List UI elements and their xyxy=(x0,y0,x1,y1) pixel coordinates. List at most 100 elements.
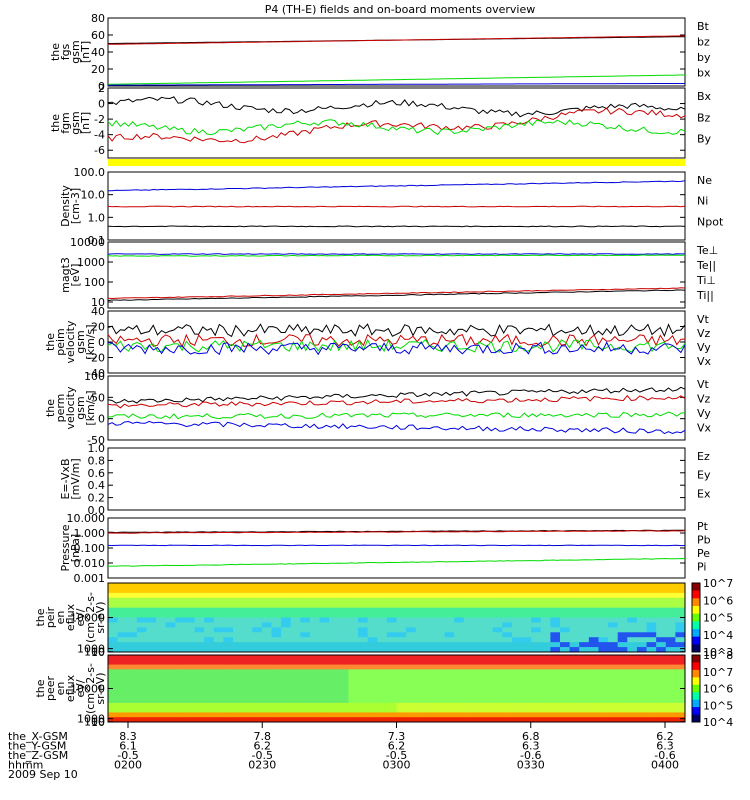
colorbar-label: 10^4 xyxy=(703,716,733,729)
heatmap-cell xyxy=(175,659,186,666)
heatmap-cell xyxy=(204,664,215,670)
heatmap-cell xyxy=(108,632,119,638)
heatmap-cell xyxy=(559,583,571,589)
heatmap-cell xyxy=(588,597,599,604)
heatmap-cell xyxy=(646,664,657,670)
heatmap-cell xyxy=(146,583,157,589)
heatmap-cell xyxy=(377,707,388,713)
heatmap-cell xyxy=(175,712,186,718)
y-tick-label: -2 xyxy=(94,113,105,126)
heatmap-cell xyxy=(127,688,138,694)
heatmap-cell xyxy=(415,647,426,653)
heatmap-cell xyxy=(511,712,523,718)
heatmap-cell xyxy=(454,674,465,680)
heatmap-cell xyxy=(156,683,167,689)
heatmap-cell xyxy=(588,583,599,589)
heatmap-cell xyxy=(136,669,147,675)
heatmap-cell xyxy=(406,659,417,666)
heatmap-cell xyxy=(598,707,609,713)
heatmap-cell xyxy=(348,659,359,666)
heatmap-cell xyxy=(550,632,561,638)
heatmap-cell xyxy=(675,669,686,675)
heatmap-cell xyxy=(454,702,465,709)
heatmap-cell xyxy=(242,669,253,675)
heatmap-cell xyxy=(415,669,426,675)
heatmap-cell xyxy=(675,617,686,623)
heatmap-cell xyxy=(636,622,648,628)
heatmap-cell xyxy=(175,707,186,713)
y-tick-label: 1.0 xyxy=(88,211,106,224)
heatmap-cell xyxy=(290,587,301,594)
heatmap-cell xyxy=(617,655,628,661)
heatmap-cell xyxy=(636,717,648,723)
heatmap-cell xyxy=(531,583,542,589)
heatmap-cell xyxy=(213,602,224,609)
heatmap-cell xyxy=(665,612,676,618)
heatmap-cell xyxy=(521,707,532,713)
heatmap-cell xyxy=(136,664,147,670)
heatmap-cell xyxy=(569,659,580,666)
heatmap-cell xyxy=(108,592,119,599)
heatmap-cell xyxy=(473,655,484,661)
colorbar-frame xyxy=(691,654,701,723)
heatmap-cell xyxy=(483,693,494,699)
heatmap-cell xyxy=(492,674,503,680)
heatmap-cell xyxy=(194,592,205,599)
heatmap-cell xyxy=(415,688,426,694)
y-axis-label: sr-eV) xyxy=(94,672,107,704)
heatmap-cell xyxy=(406,592,417,599)
y-tick-label: 0.6 xyxy=(88,467,106,480)
heatmap-cell xyxy=(444,674,455,680)
heatmap-cell xyxy=(213,688,224,694)
heatmap-cell xyxy=(463,627,474,633)
heatmap-cell xyxy=(261,597,272,604)
series-Vz xyxy=(107,333,686,348)
colorbar-segment xyxy=(692,662,700,671)
heatmap-cell xyxy=(636,597,648,604)
heatmap-cell xyxy=(454,688,465,694)
heatmap-cell xyxy=(367,664,378,670)
heatmap-cell xyxy=(358,678,369,685)
heatmap-cell xyxy=(444,712,455,718)
heatmap-cell xyxy=(425,602,436,609)
heatmap-cell xyxy=(261,632,272,638)
heatmap-cell xyxy=(338,627,349,633)
heatmap-cell xyxy=(358,612,369,618)
footer-value: 6.2 xyxy=(254,740,272,753)
heatmap-cell xyxy=(271,597,282,604)
heatmap-cell xyxy=(281,642,292,648)
heatmap-cell xyxy=(386,617,397,623)
colorbar-segment xyxy=(692,669,700,678)
heatmap-cell xyxy=(252,698,263,704)
heatmap-cell xyxy=(473,622,484,628)
heatmap-cell xyxy=(550,597,561,604)
heatmap-cell xyxy=(367,669,378,675)
heatmap-cell xyxy=(309,587,321,594)
heatmap-cell xyxy=(184,632,196,638)
heatmap-cell xyxy=(358,642,369,648)
heatmap-cell xyxy=(608,688,619,694)
y-axis-label: Pressure xyxy=(59,524,72,571)
heatmap-cell xyxy=(463,707,474,713)
heatmap-cell xyxy=(127,674,138,680)
heatmap-cell xyxy=(646,642,657,648)
heatmap-cell xyxy=(502,674,513,680)
heatmap-cell xyxy=(117,655,128,661)
heatmap-cell xyxy=(521,617,532,623)
heatmap-cell xyxy=(338,655,349,661)
heatmap-cell xyxy=(281,607,292,614)
heatmap-cell xyxy=(531,627,542,633)
heatmap-cell xyxy=(646,655,657,661)
heatmap-cell xyxy=(213,664,224,670)
heatmap-cell xyxy=(194,627,205,633)
heatmap-cell xyxy=(665,602,676,609)
y-tick-label: 2 xyxy=(98,82,105,95)
heatmap-cell xyxy=(656,637,667,643)
heatmap-cell xyxy=(204,674,215,680)
heatmap-cell xyxy=(348,707,359,713)
heatmap-cell xyxy=(675,583,686,589)
heatmap-cell xyxy=(396,597,407,604)
heatmap-cell xyxy=(540,702,551,709)
heatmap-cell xyxy=(242,607,253,614)
